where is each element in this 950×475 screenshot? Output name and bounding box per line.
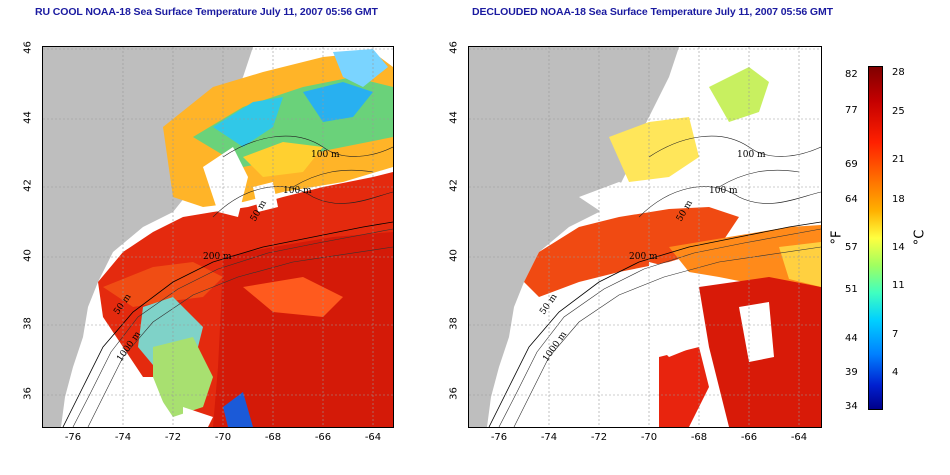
y-tick-label: 42 xyxy=(448,179,460,192)
colorbar-c-tick: 4 xyxy=(892,367,899,378)
temperature-colorbar xyxy=(868,66,883,410)
colorbar-c-tick: 7 xyxy=(892,329,899,340)
x-tick-label: -68 xyxy=(264,432,282,443)
celsius-unit-label: °C xyxy=(912,229,928,246)
x-tick-label: -76 xyxy=(64,432,82,443)
contour-label: 100 m xyxy=(737,150,766,160)
fahrenheit-unit-label: °F xyxy=(829,230,845,245)
y-tick-label: 38 xyxy=(448,317,460,330)
x-tick-label: -74 xyxy=(540,432,558,443)
contour-label: 100 m xyxy=(283,186,312,196)
y-tick-label: 44 xyxy=(448,111,460,124)
colorbar-c-tick: 21 xyxy=(892,154,905,165)
right-map-title: DECLOUDED NOAA-18 Sea Surface Temperatur… xyxy=(472,6,833,18)
left-map-title: RU COOL NOAA-18 Sea Surface Temperature … xyxy=(35,6,378,18)
colorbar-f-tick: 57 xyxy=(845,242,858,253)
y-tick-label: 40 xyxy=(22,249,34,262)
colorbar-f-tick: 82 xyxy=(845,69,858,80)
x-tick-label: -74 xyxy=(114,432,132,443)
colorbar-f-tick: 39 xyxy=(845,367,858,378)
y-tick-label: 42 xyxy=(22,179,34,192)
raw-sst-map-image: 100 m 100 m 50 m 200 m 50 m 1000 m xyxy=(43,47,393,427)
y-tick-label: 36 xyxy=(448,387,460,400)
x-tick-label: -70 xyxy=(214,432,232,443)
x-tick-label: -66 xyxy=(740,432,758,443)
y-tick-label: 46 xyxy=(448,41,460,54)
x-tick-label: -64 xyxy=(790,432,808,443)
y-tick-label: 40 xyxy=(448,249,460,262)
colorbar-c-tick: 25 xyxy=(892,106,905,117)
x-tick-label: -72 xyxy=(164,432,182,443)
colorbar-f-tick: 44 xyxy=(845,333,858,344)
colorbar-f-tick: 64 xyxy=(845,194,858,205)
colorbar-f-tick: 69 xyxy=(845,159,858,170)
contour-label: 200 m xyxy=(629,252,658,262)
colorbar-f-tick: 51 xyxy=(845,284,858,295)
x-tick-label: -64 xyxy=(364,432,382,443)
x-tick-label: -72 xyxy=(590,432,608,443)
x-tick-label: -76 xyxy=(490,432,508,443)
colorbar-c-tick: 18 xyxy=(892,194,905,205)
contour-label: 200 m xyxy=(203,252,232,262)
x-tick-label: -70 xyxy=(640,432,658,443)
y-tick-label: 46 xyxy=(22,41,34,54)
contour-label: 100 m xyxy=(709,186,738,196)
contour-label: 100 m xyxy=(311,150,340,160)
y-tick-label: 38 xyxy=(22,317,34,330)
y-tick-label: 44 xyxy=(22,111,34,124)
colorbar-c-tick: 14 xyxy=(892,242,905,253)
colorbar-f-tick: 34 xyxy=(845,401,858,412)
x-tick-label: -68 xyxy=(690,432,708,443)
colorbar-c-tick: 11 xyxy=(892,280,905,291)
declouded-sst-map-image: 100 m 100 m 50 m 200 m 50 m 1000 m xyxy=(469,47,821,427)
raw-sst-map: 100 m 100 m 50 m 200 m 50 m 1000 m xyxy=(42,46,394,428)
colorbar-f-tick: 77 xyxy=(845,105,858,116)
x-tick-label: -66 xyxy=(314,432,332,443)
declouded-sst-map: 100 m 100 m 50 m 200 m 50 m 1000 m xyxy=(468,46,822,428)
y-tick-label: 36 xyxy=(22,387,34,400)
colorbar-c-tick: 28 xyxy=(892,67,905,78)
